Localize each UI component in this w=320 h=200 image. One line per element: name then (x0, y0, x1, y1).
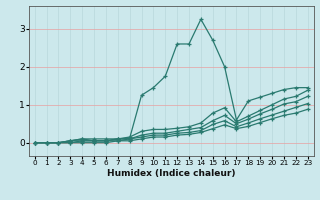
X-axis label: Humidex (Indice chaleur): Humidex (Indice chaleur) (107, 169, 236, 178)
